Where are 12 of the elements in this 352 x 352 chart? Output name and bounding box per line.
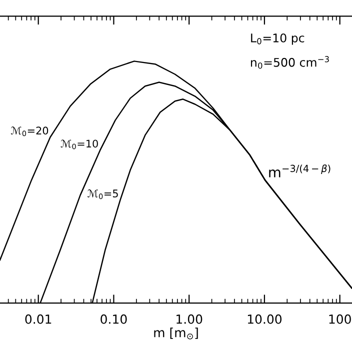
series-label: ℳ$_{0}$=20: [10, 126, 48, 136]
x-axis-title: m [m$_{⊙}$]: [154, 328, 198, 340]
x-tick-label: 0.01: [25, 314, 52, 324]
series-label: ℳ$_{0}$=5: [88, 189, 118, 200]
x-tick-label: 10.00: [248, 314, 282, 324]
annotation: n$_{0}$=500 cm$^{−3}$: [250, 56, 329, 69]
text: L$_{0}$=10 pc: [251, 33, 304, 45]
annotation: m$^{−3/(4−β)}$: [269, 164, 330, 178]
x-tick-label: 0.10: [100, 314, 127, 324]
x-tick-label: 1.00: [176, 314, 202, 324]
series-label: ℳ$_{0}$=10: [60, 140, 98, 150]
x-tick-label: 100: [329, 314, 351, 324]
